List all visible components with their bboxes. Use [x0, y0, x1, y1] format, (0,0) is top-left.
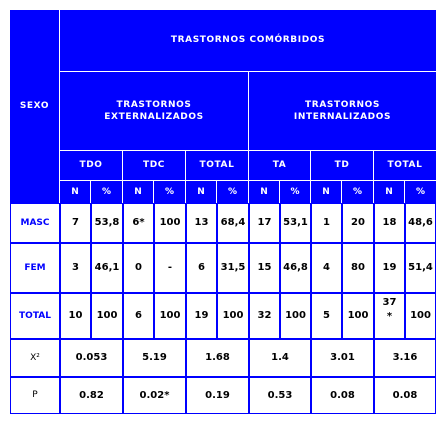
- group-ext-line2: EXTERNALIZADOS: [104, 112, 204, 122]
- row-label-fem: FEM: [10, 243, 60, 293]
- table-cell: 19: [186, 293, 217, 339]
- table-cell: 1.68: [186, 339, 249, 377]
- comorbid-table: SEXO TRASTORNOS COMÓRBIDOS TRASTORNOS EX…: [10, 10, 436, 414]
- table-cell: 46,1: [91, 243, 123, 293]
- table-cell: 19: [374, 243, 405, 293]
- table-title: TRASTORNOS COMÓRBIDOS: [60, 10, 436, 71]
- table-cell: 100: [154, 293, 186, 339]
- table-cell: 100: [154, 203, 186, 243]
- pct-header: %: [154, 180, 186, 203]
- row-label-total: TOTAL: [10, 293, 60, 339]
- group-int-line1: TRASTORNOS: [305, 99, 380, 110]
- table-cell: 0.82: [60, 377, 123, 414]
- table-cell: 3.01: [311, 339, 374, 377]
- pct-header: %: [91, 180, 123, 203]
- table-cell: 100: [217, 293, 249, 339]
- divider: [59, 10, 60, 203]
- table-cell: 100: [280, 293, 311, 339]
- group-int-line2: INTERNALIZADOS: [293, 112, 392, 122]
- row-label-chi2: X²: [10, 339, 60, 377]
- subheader-tdo: TDO: [60, 151, 122, 180]
- table-cell: 10: [60, 293, 91, 339]
- table-cell: 6*: [123, 203, 154, 243]
- divider: [248, 71, 249, 203]
- table-cell: 32: [249, 293, 280, 339]
- table-cell: 5: [311, 293, 342, 339]
- table-cell: 37 *: [374, 293, 405, 339]
- table-cell: 100: [405, 293, 436, 339]
- n-header: N: [311, 180, 342, 203]
- table-cell: 0.08: [374, 377, 436, 414]
- table-cell: 18: [374, 203, 405, 243]
- n-header: N: [249, 180, 280, 203]
- table-cell: 7: [60, 203, 91, 243]
- subheader-total-int: TOTAL: [374, 151, 436, 180]
- subheader-ta: TA: [249, 151, 310, 180]
- divider: [185, 150, 186, 180]
- table-cell: 13: [186, 203, 217, 243]
- table-cell: -: [154, 243, 186, 293]
- table-cell: 80: [342, 243, 374, 293]
- n-header: N: [60, 180, 91, 203]
- row-label-masc: MASC: [10, 203, 60, 243]
- table-cell: 31,5: [217, 243, 249, 293]
- table-cell: 5.19: [123, 339, 186, 377]
- table-cell: 3.16: [374, 339, 436, 377]
- table-cell: 100: [342, 293, 374, 339]
- n-header: N: [123, 180, 154, 203]
- row-label-p: P: [10, 377, 60, 414]
- pct-header: %: [280, 180, 311, 203]
- table-cell: 53,8: [91, 203, 123, 243]
- subheader-tdc: TDC: [123, 151, 185, 180]
- table-cell: 48,6: [405, 203, 436, 243]
- group-internalizados: TRASTORNOS INTERNALIZADOS: [249, 72, 436, 150]
- n-header: N: [186, 180, 217, 203]
- table-cell: 1.4: [249, 339, 311, 377]
- table-cell: 68,4: [217, 203, 249, 243]
- divider: [310, 150, 311, 180]
- table-cell: 0: [123, 243, 154, 293]
- table-cell: 6: [186, 243, 217, 293]
- table-cell: 46,8: [280, 243, 311, 293]
- table-cell: 0.19: [186, 377, 249, 414]
- table-cell: 15: [249, 243, 280, 293]
- table-cell: 0.02*: [123, 377, 186, 414]
- table-cell: 17: [249, 203, 280, 243]
- pct-header: %: [217, 180, 249, 203]
- table-cell: 1: [311, 203, 342, 243]
- table-cell: 0.53: [249, 377, 311, 414]
- divider: [60, 150, 436, 151]
- table-cell: 53,1: [280, 203, 311, 243]
- table-cell: 100: [91, 293, 123, 339]
- cell-value: 37: [382, 297, 397, 308]
- group-externalizados: TRASTORNOS EXTERNALIZADOS: [60, 72, 248, 150]
- table-cell: 6: [123, 293, 154, 339]
- sexo-header: SEXO: [10, 10, 59, 203]
- table-cell: 20: [342, 203, 374, 243]
- significance-mark: *: [386, 310, 393, 322]
- pct-header: %: [342, 180, 374, 203]
- subheader-td: TD: [311, 151, 373, 180]
- table-cell: 4: [311, 243, 342, 293]
- table-cell: 0.08: [311, 377, 374, 414]
- group-ext-line1: TRASTORNOS: [116, 99, 192, 110]
- divider: [122, 150, 123, 180]
- table-cell: 51,4: [405, 243, 436, 293]
- table-cell: 0.053: [60, 339, 123, 377]
- table-cell: 3: [60, 243, 91, 293]
- subheader-total-ext: TOTAL: [186, 151, 248, 180]
- pct-header: %: [405, 180, 436, 203]
- divider: [373, 150, 374, 180]
- n-header: N: [374, 180, 405, 203]
